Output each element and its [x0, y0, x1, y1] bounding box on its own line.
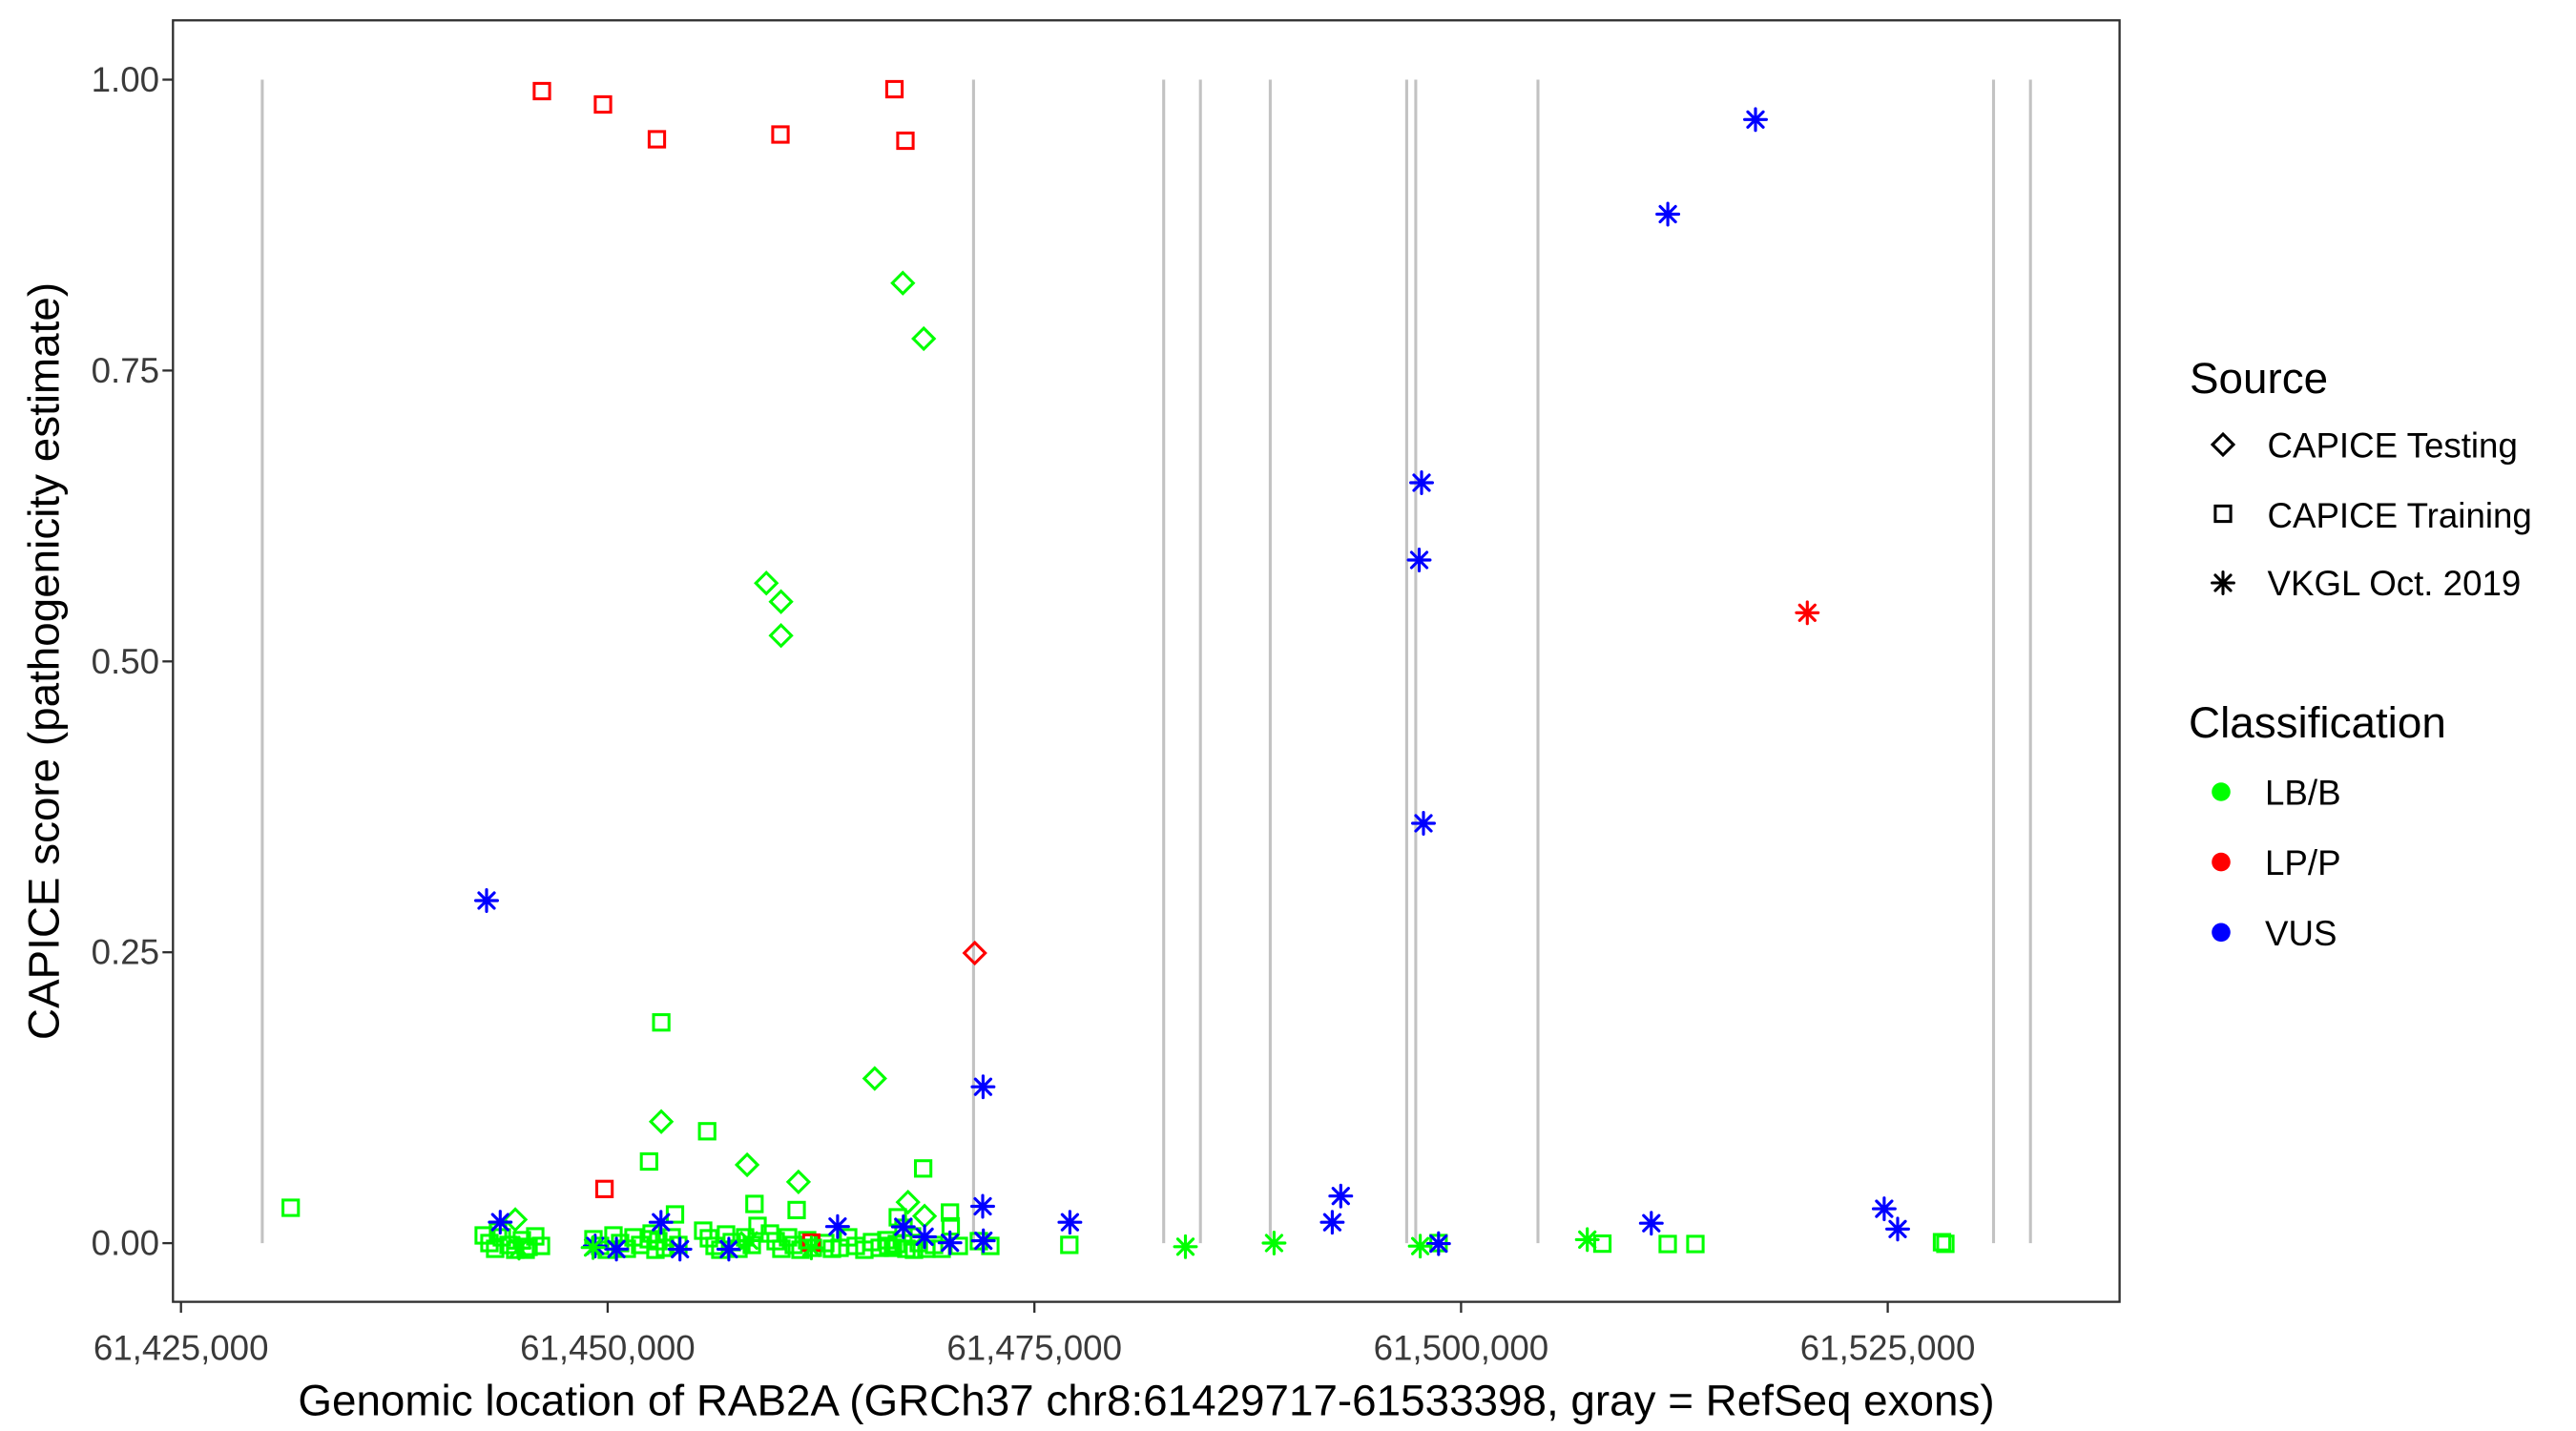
svg-text:LB/B: LB/B — [2265, 774, 2341, 813]
svg-text:61,525,000: 61,525,000 — [1800, 1329, 1976, 1368]
svg-text:VUS: VUS — [2265, 914, 2337, 953]
svg-text:VKGL Oct. 2019: VKGL Oct. 2019 — [2268, 564, 2522, 603]
svg-text:61,450,000: 61,450,000 — [520, 1329, 696, 1368]
svg-text:Genomic location of RAB2A (GRC: Genomic location of RAB2A (GRCh37 chr8:6… — [298, 1377, 1994, 1425]
svg-text:0.50: 0.50 — [92, 642, 159, 681]
svg-text:Source: Source — [2190, 354, 2328, 403]
svg-text:1.00: 1.00 — [92, 60, 159, 99]
svg-text:0.00: 0.00 — [92, 1224, 159, 1263]
svg-text:CAPICE Training: CAPICE Training — [2268, 496, 2532, 535]
svg-text:61,475,000: 61,475,000 — [946, 1329, 1122, 1368]
svg-text:CAPICE Testing: CAPICE Testing — [2268, 426, 2518, 466]
svg-text:0.75: 0.75 — [92, 351, 159, 390]
svg-text:61,425,000: 61,425,000 — [93, 1329, 269, 1368]
svg-text:Classification: Classification — [2189, 698, 2446, 747]
svg-text:61,500,000: 61,500,000 — [1374, 1329, 1549, 1368]
svg-text:0.25: 0.25 — [92, 933, 159, 972]
svg-text:CAPICE score (pathogenicity es: CAPICE score (pathogenicity estimate) — [20, 282, 69, 1040]
svg-text:LP/P: LP/P — [2265, 843, 2341, 882]
